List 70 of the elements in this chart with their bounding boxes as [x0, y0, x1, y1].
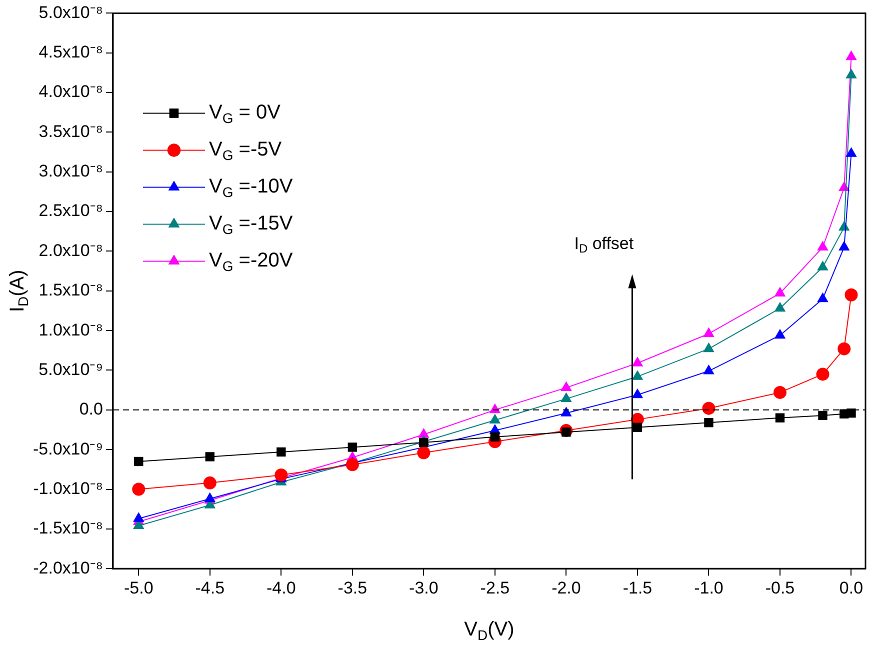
- x-tick-label: -4.0: [266, 578, 296, 598]
- y-tick-label: -1.0x10⁻⁸: [33, 478, 103, 498]
- point: [419, 438, 428, 448]
- point: [346, 458, 359, 472]
- x-tick-label: -3.5: [338, 578, 368, 598]
- y-tick-label: 4.0x10⁻⁸: [38, 82, 103, 102]
- point: [817, 260, 828, 270]
- point: [838, 342, 851, 356]
- y-tick-label: 3.0x10⁻⁸: [38, 162, 103, 181]
- y-tick-label: 1.5x10⁻⁸: [38, 280, 103, 300]
- point: [774, 286, 786, 297]
- y-tick-label: 2.5x10⁻⁸: [38, 201, 103, 220]
- point: [132, 482, 146, 496]
- point: [134, 456, 144, 466]
- x-tick-label: -1.0: [694, 578, 724, 598]
- y-tick-label: 5.0x10⁻⁹: [38, 360, 103, 379]
- point: [490, 432, 500, 442]
- point: [846, 408, 856, 418]
- point: [846, 147, 857, 157]
- y-tick-label: 3.5x10⁻⁸: [38, 122, 103, 141]
- point: [348, 442, 358, 452]
- y-axis-title: ID(A): [6, 270, 31, 312]
- point: [632, 356, 644, 366]
- x-tick-label: 0.0: [839, 578, 864, 598]
- x-tick-label: -3.0: [409, 578, 438, 598]
- point: [417, 446, 430, 460]
- x-tick-label: -4.5: [195, 578, 225, 598]
- point: [775, 413, 785, 422]
- point: [632, 422, 642, 432]
- point: [773, 386, 786, 399]
- point: [560, 406, 572, 416]
- point: [817, 240, 828, 251]
- point: [203, 476, 216, 490]
- y-tick-label: 2.0x10⁻⁸: [38, 240, 103, 260]
- point: [702, 402, 716, 415]
- point: [774, 302, 786, 312]
- point: [846, 68, 857, 78]
- point: [818, 410, 828, 420]
- point: [703, 342, 714, 352]
- point: [560, 392, 572, 402]
- point: [560, 381, 572, 391]
- point: [774, 328, 786, 339]
- point: [816, 368, 830, 381]
- point: [276, 447, 286, 457]
- point: [703, 327, 714, 337]
- y-tick-label: 5.0x10⁻⁸: [38, 2, 103, 22]
- x-tick-label: -2.5: [480, 578, 510, 598]
- y-tick-label: -5.0x10⁻⁹: [33, 439, 103, 458]
- x-tick-label: -2.0: [552, 578, 581, 598]
- y-tick-label: 1.0x10⁻⁸: [38, 320, 103, 340]
- x-tick-label: -5.0: [124, 578, 154, 598]
- y-tick-label: -2.0x10⁻⁸: [33, 558, 103, 578]
- point: [632, 388, 644, 398]
- point: [846, 50, 857, 60]
- point: [817, 292, 828, 302]
- y-tick-label: 0.0: [79, 400, 103, 419]
- point: [489, 414, 501, 424]
- x-tick-label: -0.5: [765, 578, 795, 598]
- point: [838, 240, 850, 251]
- x-tick-label: -1.5: [622, 578, 652, 598]
- point: [274, 468, 288, 482]
- point: [704, 418, 714, 428]
- y-tick-label: -1.5x10⁻⁸: [33, 518, 103, 538]
- point: [133, 512, 144, 522]
- point: [632, 370, 644, 380]
- y-tick-label: 4.5x10⁻⁸: [38, 42, 103, 62]
- point: [703, 364, 714, 374]
- point: [844, 288, 858, 302]
- point: [418, 428, 430, 438]
- point: [205, 452, 214, 462]
